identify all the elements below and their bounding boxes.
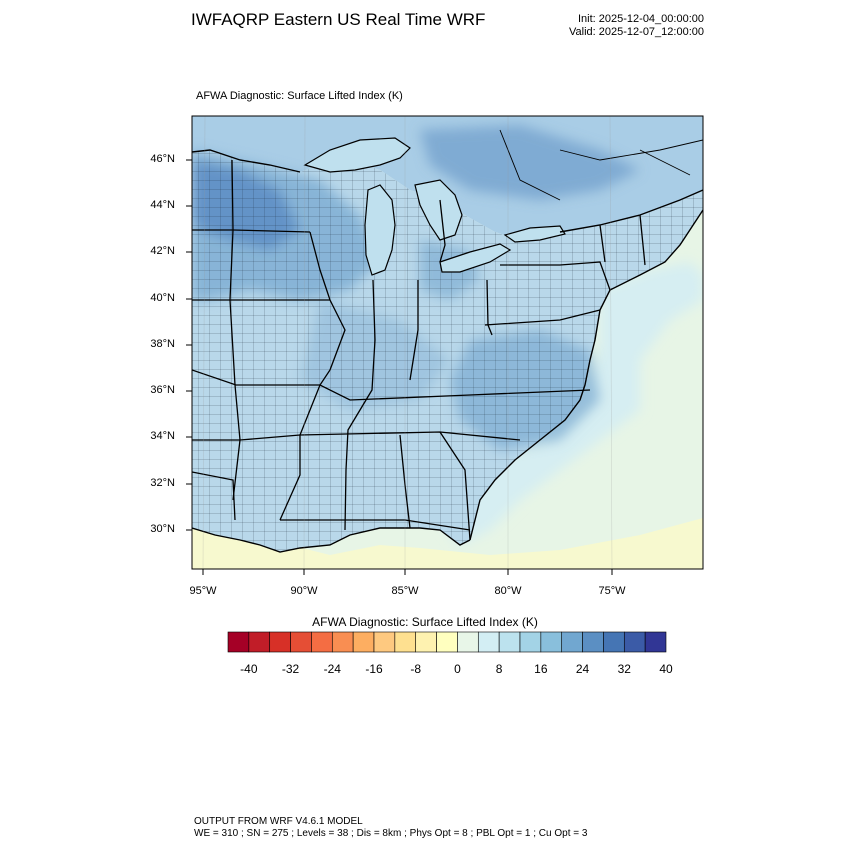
colorbar-title: AFWA Diagnostic: Surface Lifted Index (K… <box>312 615 538 629</box>
footer-model: OUTPUT FROM WRF V4.6.1 MODEL <box>194 816 363 827</box>
colorbar-tick-label: 40 <box>659 662 673 676</box>
colorbar-swatch <box>415 631 437 653</box>
colorbar-tick-label: -40 <box>240 662 258 676</box>
init-time: Init: 2025-12-04_00:00:00 <box>578 13 704 25</box>
lat-label: 46°N <box>150 153 175 165</box>
lat-label: 44°N <box>150 199 175 211</box>
colorbar-swatch <box>498 631 521 653</box>
colorbar-swatch <box>373 631 396 653</box>
colorbar-tick-label: -24 <box>323 662 341 676</box>
lat-label: 30°N <box>150 523 175 535</box>
colorbar-swatch <box>582 631 604 653</box>
lat-label: 34°N <box>150 430 175 442</box>
colorbar-swatch <box>331 631 354 653</box>
colorbar-swatch <box>644 631 667 653</box>
colorbar-swatch <box>352 631 375 653</box>
lake-erie <box>439 243 512 273</box>
time-info: Init: 2025-12-04_00:00:00 Valid: 2025-12… <box>569 13 704 39</box>
lat-label: 42°N <box>150 245 175 257</box>
lake-ontario <box>503 225 566 243</box>
colorbar-swatch <box>540 631 563 653</box>
map-area <box>192 116 703 569</box>
colorbar-tick-label: 24 <box>575 662 590 676</box>
colorbar-swatch <box>561 631 583 653</box>
graticule <box>202 116 613 569</box>
map-frame <box>191 115 704 570</box>
colorbar-swatch <box>269 631 291 653</box>
lat-label: 40°N <box>150 292 175 304</box>
lat-label: 36°N <box>150 384 175 396</box>
colorbar <box>227 631 667 653</box>
lon-ticks <box>202 569 613 575</box>
colorbar-tick-label: -8 <box>410 662 422 676</box>
colorbar-swatch <box>436 631 458 653</box>
lon-label: 75°W <box>598 585 626 597</box>
colorbar-swatch <box>519 631 542 653</box>
footer-config: WE = 310 ; SN = 275 ; Levels = 38 ; Dis … <box>194 828 588 839</box>
lon-label: 90°W <box>290 585 318 597</box>
lat-ticks <box>186 159 192 531</box>
lon-label: 85°W <box>391 585 419 597</box>
colorbar-swatch <box>394 631 417 653</box>
model-footer: OUTPUT FROM WRF V4.6.1 MODEL WE = 310 ; … <box>194 816 587 840</box>
colorbar-swatch <box>603 631 625 653</box>
valid-time: Valid: 2025-12-07_12:00:00 <box>569 26 704 38</box>
colorbar-tick-label: 32 <box>617 662 631 676</box>
colorbar-tick-label: 8 <box>495 662 503 676</box>
lake-huron <box>414 179 463 241</box>
gulf-of-mexico <box>192 518 703 569</box>
coastal-waters <box>440 262 703 545</box>
provincial-boundaries <box>499 129 703 201</box>
colorbar-swatch <box>457 631 479 653</box>
state-boundaries <box>192 159 646 541</box>
colorbar-swatch <box>477 631 500 653</box>
lat-label: 32°N <box>150 477 175 489</box>
lat-label: 38°N <box>150 338 175 350</box>
colorbar-swatch <box>227 631 250 653</box>
colorbar-swatch <box>248 631 271 653</box>
colorbar-swatch <box>623 631 646 653</box>
field-subtitle: AFWA Diagnostic: Surface Lifted Index (K… <box>196 90 403 102</box>
colorbar-tick-label: 16 <box>534 662 548 676</box>
lake-michigan <box>364 184 396 276</box>
lon-label: 95°W <box>189 585 217 597</box>
county-boundaries <box>192 150 703 552</box>
coastline <box>192 149 703 553</box>
colorbar-swatch <box>311 631 333 653</box>
colorbar-tick-label: -16 <box>365 662 383 676</box>
lon-label: 80°W <box>494 585 522 597</box>
plot-title: IWFAQRP Eastern US Real Time WRF <box>191 10 486 29</box>
colorbar-tick-label: -32 <box>281 662 300 676</box>
colorbar-swatch <box>290 631 312 653</box>
colorbar-tick-label: 0 <box>454 662 461 676</box>
